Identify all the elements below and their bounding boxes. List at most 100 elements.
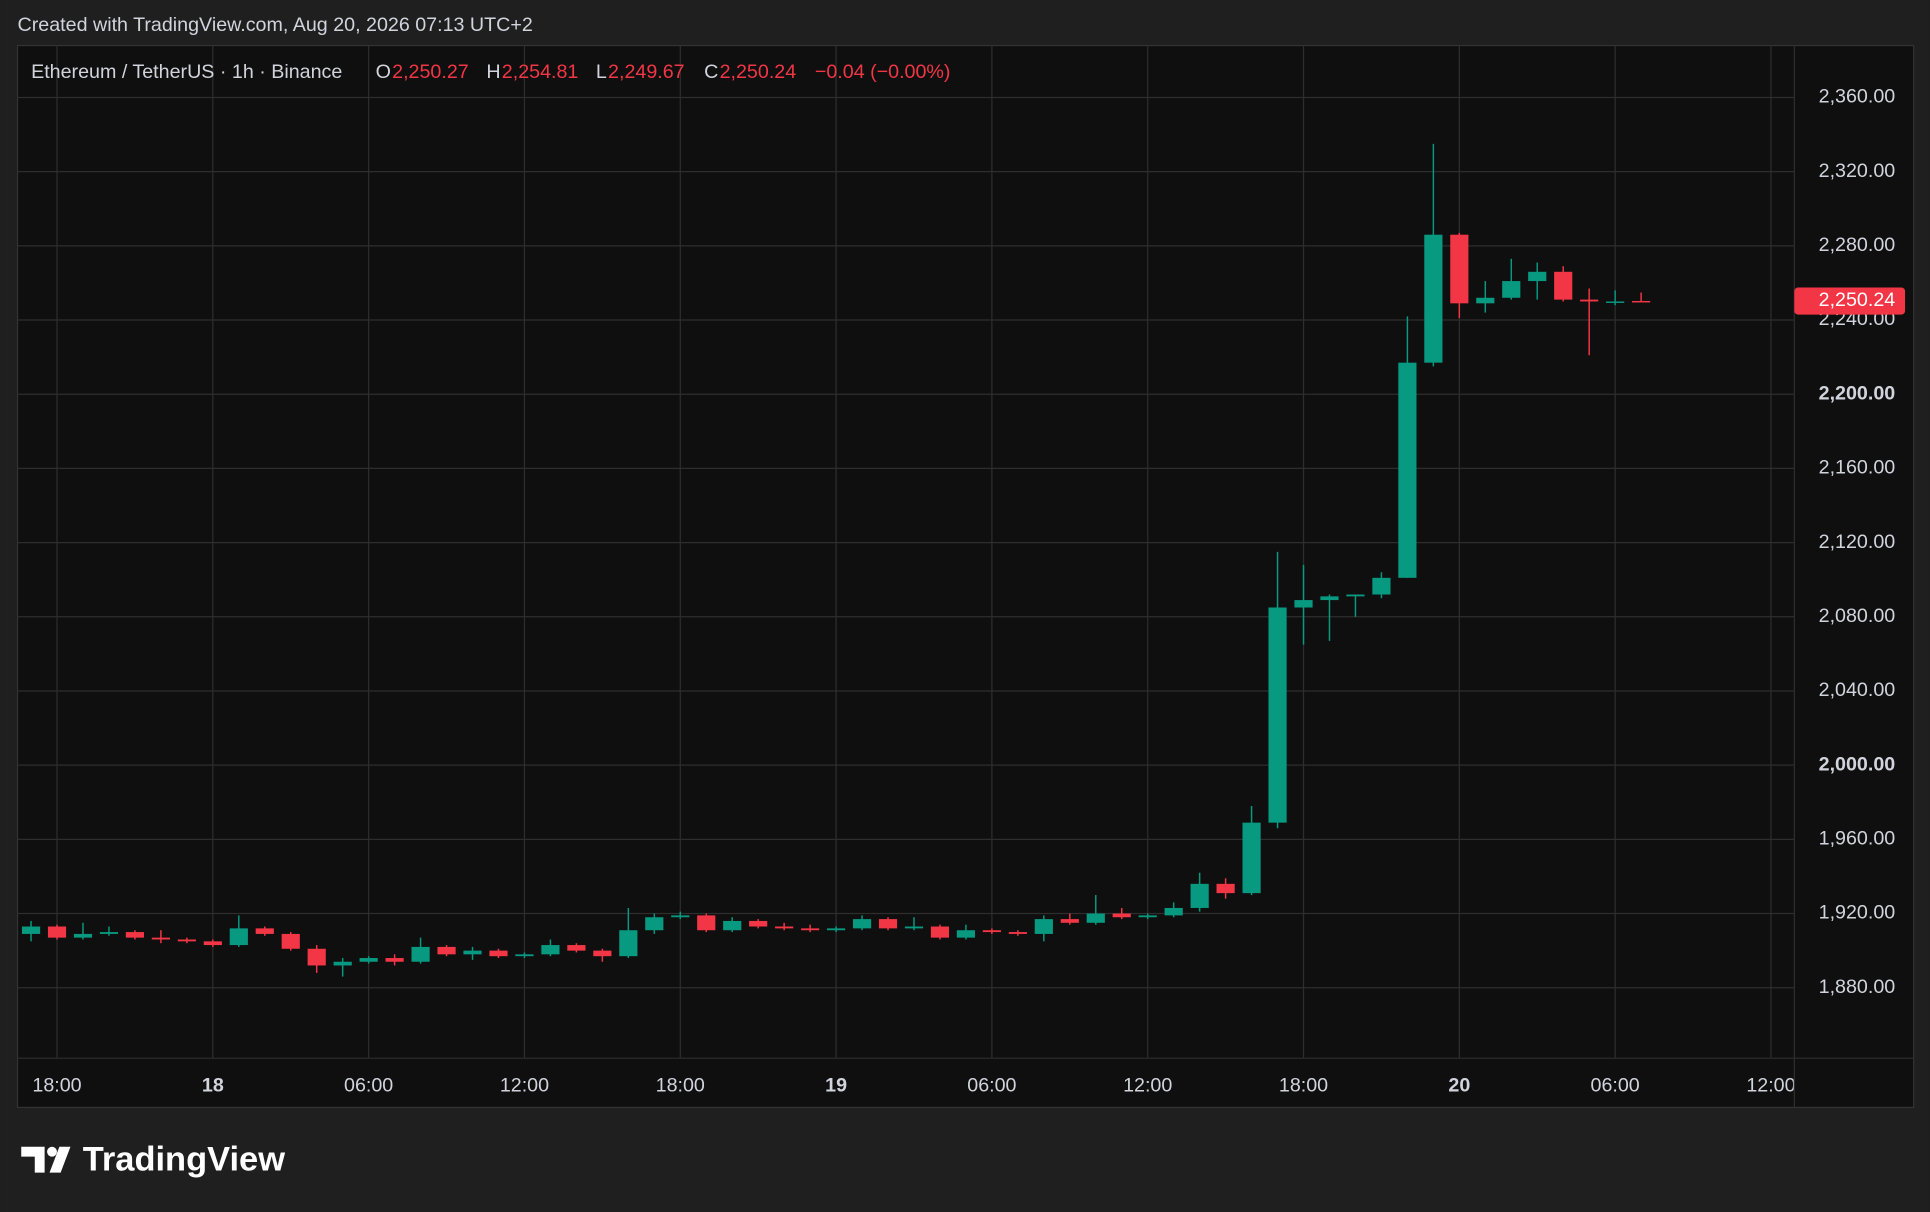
- candle-body: [956, 930, 976, 938]
- x-tick-label: 20: [1448, 1075, 1470, 1097]
- y-tick-label: 2,200.00: [1819, 382, 1896, 404]
- candle-body: [1450, 234, 1469, 304]
- y-tick-label: 2,000.00: [1819, 753, 1896, 775]
- candle-body: [359, 958, 378, 962]
- grid: [17, 45, 1795, 1059]
- x-tick-label: 19: [825, 1075, 847, 1097]
- x-tick-label: 06:00: [1591, 1075, 1640, 1097]
- y-tick-label: 2,280.00: [1819, 234, 1896, 256]
- candle-body: [541, 945, 560, 955]
- candle-body: [47, 926, 67, 938]
- candle-body: [125, 932, 145, 938]
- y-tick-label: 2,360.00: [1819, 86, 1896, 108]
- candle-body: [1138, 915, 1157, 918]
- logo-mark: [21, 1146, 45, 1173]
- candle-body: [515, 954, 534, 957]
- candle-body: [930, 926, 950, 938]
- candle-body: [1164, 907, 1183, 916]
- last-price-label: 2,250.24: [1819, 289, 1896, 311]
- candle-body: [73, 933, 93, 938]
- ohlc-legend: O 2,250.27 H 2,254.81 L 2,249.67 C 2,250.24: [376, 61, 797, 83]
- ohlc-value: 2,249.67: [608, 61, 685, 83]
- candle-body: [1034, 919, 1053, 934]
- candle-body: [749, 920, 768, 927]
- candle-body: [1008, 932, 1027, 934]
- candle-body: [1294, 600, 1313, 608]
- x-tick-label: 06:00: [967, 1075, 1016, 1097]
- candle-body: [463, 950, 482, 955]
- ohlc-key: O: [376, 61, 391, 83]
- candle-body: [982, 930, 1001, 933]
- logo: TradingView: [21, 1141, 285, 1179]
- ohlc-value: 2,250.27: [392, 61, 469, 83]
- y-tick-label: 2,120.00: [1819, 531, 1896, 553]
- y-tick-label: 2,160.00: [1819, 457, 1896, 479]
- candle-body: [1060, 919, 1079, 923]
- change: −0.04 (−0.00%): [815, 61, 951, 83]
- candle-body: [1242, 822, 1261, 894]
- y-tick-label: 2,080.00: [1819, 605, 1896, 627]
- candle-body: [1320, 596, 1339, 601]
- candle-body: [852, 919, 872, 929]
- logo-slash: [49, 1146, 71, 1173]
- candle-body: [411, 946, 430, 962]
- x-tick-label: 18:00: [32, 1075, 81, 1097]
- x-tick-label: 12:00: [1123, 1075, 1172, 1097]
- candle-body: [619, 930, 638, 957]
- candle-body: [1580, 299, 1599, 302]
- logo-dot: [47, 1146, 57, 1157]
- candle-body: [1268, 607, 1287, 823]
- candle-body: [489, 950, 508, 957]
- candle-body: [1606, 301, 1625, 303]
- candle-body: [878, 919, 898, 929]
- y-tick-label: 1,960.00: [1819, 828, 1896, 850]
- candle-body: [593, 950, 612, 957]
- candle-body: [723, 920, 742, 931]
- candle-body: [177, 939, 196, 942]
- candle-body: [151, 937, 170, 940]
- y-tick-label: 2,040.00: [1819, 679, 1896, 701]
- x-tick-label: 18:00: [656, 1075, 705, 1097]
- candle-body: [229, 928, 248, 946]
- candle-body: [1476, 297, 1495, 304]
- candle-body: [1346, 594, 1365, 597]
- candle-body: [1190, 883, 1209, 908]
- candle-body: [826, 928, 846, 931]
- candles: [21, 143, 1651, 977]
- candle-body: [904, 926, 924, 929]
- x-tick-label: 18: [202, 1075, 224, 1097]
- candle-body: [1398, 362, 1417, 578]
- chart-panel: [16, 44, 1915, 1109]
- ohlc-value: 2,254.81: [502, 61, 579, 83]
- candle-body: [21, 926, 41, 934]
- candle-body: [333, 961, 352, 966]
- last-price-tag: [1794, 287, 1906, 315]
- candle-body: [801, 928, 820, 931]
- candle-body: [567, 945, 586, 951]
- x-tick-label: 12:00: [1746, 1075, 1795, 1097]
- candle-body: [1086, 913, 1105, 923]
- candle-body: [1216, 883, 1235, 894]
- candle-body: [1372, 577, 1391, 595]
- ohlc-value: 2,250.24: [720, 61, 797, 83]
- x-tick-label: 06:00: [344, 1075, 393, 1097]
- candle-body: [385, 958, 404, 962]
- candle-body: [1528, 271, 1547, 282]
- y-tick-label: 1,920.00: [1819, 902, 1896, 924]
- symbol: Ethereum / TetherUS · 1h · Binance: [31, 61, 342, 83]
- ohlc-key: L: [596, 61, 607, 83]
- axes: 1,880.00 1,920.00 1,960.00 2,000.00 2,040.00…: [17, 45, 1914, 1108]
- candle-body: [645, 917, 664, 931]
- brand: TradingView: [83, 1141, 285, 1179]
- x-tick-label: 18:00: [1279, 1075, 1328, 1097]
- candle-body: [307, 948, 326, 966]
- credit: Created with TradingView.com, Aug 20, 20…: [18, 14, 533, 36]
- candle-body: [99, 932, 119, 934]
- candle-body: [1424, 234, 1443, 363]
- candle-body: [1554, 271, 1573, 300]
- ohlc-key: C: [704, 61, 718, 83]
- candle-body: [1112, 913, 1131, 918]
- candle-body: [671, 915, 690, 918]
- candle-body: [1632, 300, 1651, 303]
